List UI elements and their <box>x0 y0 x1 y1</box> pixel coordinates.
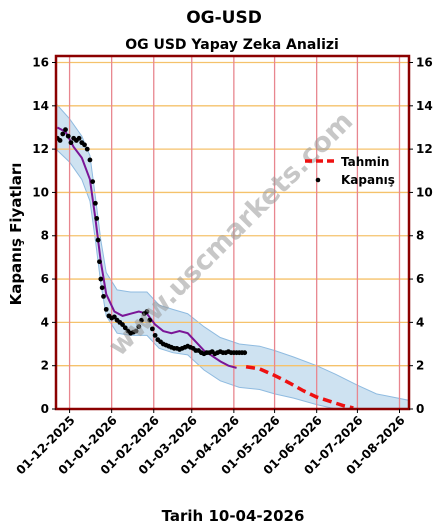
chart-suptitle: OG-USD <box>186 8 262 28</box>
legend-kapanis-swatch <box>315 177 321 183</box>
legend-tahmin-label: Tahmin <box>341 155 389 169</box>
close-points-layer <box>54 127 248 357</box>
data-point-kapanis <box>242 350 248 356</box>
legend-kapanis-label: Kapanış <box>341 173 395 187</box>
y-tick-label: 14 <box>32 99 49 113</box>
data-point-kapanis <box>122 325 128 331</box>
data-point-kapanis <box>97 259 102 265</box>
data-point-kapanis <box>76 135 82 141</box>
y-axis-left-ticks: 0 2 4 6 8 10 12 14 16 <box>32 55 56 416</box>
legend: Tahmin Kapanış <box>305 155 395 187</box>
data-point-kapanis <box>136 324 142 330</box>
data-point-kapanis <box>152 332 158 338</box>
y-tick-label: 4 <box>41 315 49 329</box>
plot-frame <box>54 54 411 411</box>
y-tick-label: 6 <box>41 272 49 286</box>
data-point-kapanis <box>68 140 74 146</box>
data-point-kapanis <box>57 138 63 143</box>
y-tick-label-right: 16 <box>416 55 433 69</box>
data-point-kapanis <box>94 216 100 221</box>
data-point-kapanis <box>133 328 139 334</box>
y-tick-label-right: 8 <box>416 229 424 243</box>
chart-title: OG USD Yapay Zeka Analizi <box>125 37 339 53</box>
data-point-kapanis <box>144 309 150 314</box>
data-point-kapanis <box>87 157 93 163</box>
data-point-kapanis <box>147 317 153 323</box>
y-tick-label: 8 <box>41 229 49 243</box>
y-tick-label-right: 2 <box>416 359 424 373</box>
data-point-kapanis <box>60 131 66 137</box>
y-tick-label: 0 <box>41 402 49 416</box>
data-point-kapanis <box>120 322 125 327</box>
data-point-kapanis <box>95 237 101 243</box>
y-tick-label-right: 0 <box>416 402 424 416</box>
data-point-kapanis <box>65 133 71 139</box>
data-point-kapanis <box>149 326 155 332</box>
x-axis-ticks: 01-12-202501-01-202601-02-202601-03-2026… <box>14 409 408 477</box>
data-point-kapanis <box>82 142 87 148</box>
y-axis-right-ticks: 0 2 4 6 8 10 12 14 16 <box>409 55 433 416</box>
data-point-kapanis <box>63 127 68 133</box>
data-point-kapanis <box>103 306 109 312</box>
y-tick-label: 12 <box>32 142 49 156</box>
series-tahmin-line <box>245 365 354 410</box>
forecast-line-layer <box>245 365 354 410</box>
x-axis-label: Tarih 10-04-2026 <box>162 507 305 525</box>
y-axis-label: Kapanış Fiyatları <box>7 163 25 306</box>
grid-layer <box>56 56 409 410</box>
y-tick-label: 16 <box>32 55 49 69</box>
data-point-kapanis <box>111 314 117 320</box>
y-tick-label-right: 12 <box>416 142 433 156</box>
data-point-kapanis <box>84 146 90 152</box>
data-point-kapanis <box>99 285 105 291</box>
data-point-kapanis <box>90 179 96 185</box>
y-tick-label: 10 <box>32 185 49 199</box>
data-point-kapanis <box>139 317 144 323</box>
data-point-kapanis <box>101 293 106 299</box>
watermark: www.uscmarkets.com <box>103 106 360 363</box>
data-point-kapanis <box>92 200 98 206</box>
y-tick-label-right: 6 <box>416 272 424 286</box>
y-tick-label-right: 10 <box>416 185 433 199</box>
y-tick-label-right: 4 <box>416 315 424 329</box>
data-point-kapanis <box>98 276 104 282</box>
y-tick-label: 2 <box>41 359 49 373</box>
y-tick-label-right: 14 <box>416 99 433 113</box>
